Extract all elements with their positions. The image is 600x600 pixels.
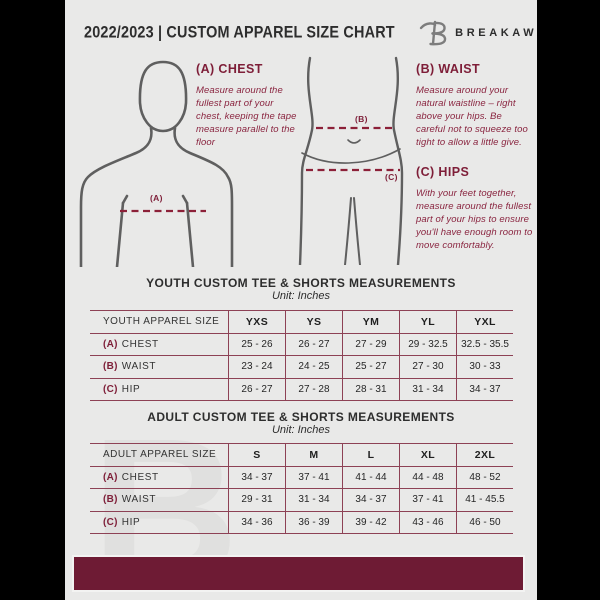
adult-size-col-header: M (285, 443, 342, 466)
brand-block: BREAKAWAY (418, 18, 537, 48)
youth-size-col-header: YL (399, 310, 456, 333)
chest-guide: (A) CHEST Measure around the fullest par… (196, 62, 302, 149)
youth-size-col-header: YXS (228, 310, 285, 333)
adult-row-label: (B) WAIST (90, 488, 228, 511)
size-cell: 36 - 39 (285, 510, 342, 533)
breakaway-logo-icon (419, 20, 447, 46)
size-cell: 34 - 36 (228, 510, 285, 533)
size-cell: 44 - 48 (399, 465, 456, 488)
row-label-prefix: (A) (103, 338, 118, 350)
size-cell: 27 - 30 (399, 355, 456, 378)
row-label-text: CHEST (121, 338, 159, 350)
chest-marker-label: (A) (150, 193, 163, 203)
row-label-prefix: (C) (103, 383, 118, 395)
youth-size-col-header: YS (285, 310, 342, 333)
lower-body-figure (298, 56, 404, 265)
size-cell: 26 - 27 (228, 377, 285, 400)
adult-row-label: (A) CHEST (90, 465, 228, 489)
footer-bar (72, 555, 525, 592)
youth-table-title: YOUTH CUSTOM TEE & SHORTS MEASUREMENTS (146, 276, 456, 290)
row-label-text: HIP (121, 383, 141, 395)
size-cell: 39 - 42 (342, 510, 399, 533)
size-cell: 48 - 52 (456, 465, 513, 488)
size-cell: 26 - 27 (285, 332, 342, 355)
size-cell: 41 - 45.5 (456, 488, 513, 511)
waist-guide-heading: (B) WAIST (416, 62, 481, 76)
letterbox-right (537, 0, 600, 600)
row-label-prefix: (B) (103, 361, 118, 373)
letterbox-left (0, 0, 65, 600)
row-label-text: CHEST (121, 471, 159, 483)
size-cell: 23 - 24 (228, 355, 285, 378)
youth-row-label: (A) CHEST (90, 332, 228, 356)
size-cell: 28 - 31 (342, 377, 399, 400)
adult-size-col-header: S (228, 443, 285, 466)
hips-guide: (C) HIPS With your feet together, measur… (416, 165, 536, 252)
adult-size-table: ADULT APPAREL SIZE S M L XL 2XL (A) CHES… (90, 443, 513, 534)
size-cell: 34 - 37 (342, 488, 399, 511)
youth-row-label: (C) HIP (90, 377, 228, 401)
waist-guide: (B) WAIST Measure around your natural wa… (416, 62, 528, 149)
size-cell: 34 - 37 (228, 465, 285, 488)
size-cell: 32.5 - 35.5 (456, 332, 513, 355)
youth-table-corner-header: YOUTH APPAREL SIZE (90, 310, 228, 333)
size-cell: 46 - 50 (456, 510, 513, 533)
youth-table-unit: Unit: Inches (271, 290, 331, 302)
size-chart-page: 2022/2023 | CUSTOM APPAREL SIZE CHART BR… (65, 0, 537, 600)
row-label-text: HIP (121, 516, 141, 528)
adult-table-title: ADULT CUSTOM TEE & SHORTS MEASUREMENTS (147, 410, 455, 424)
youth-size-col-header: YM (342, 310, 399, 333)
waist-marker-label: (B) (355, 114, 368, 124)
hips-marker-label: (C) (385, 172, 398, 182)
brand-name: BREAKAWAY (455, 27, 537, 39)
size-cell: 25 - 26 (228, 332, 285, 355)
adult-row-label: (C) HIP (90, 510, 228, 534)
row-label-text: WAIST (121, 494, 157, 506)
size-cell: 37 - 41 (285, 465, 342, 488)
row-label-text: WAIST (121, 361, 157, 373)
adult-table-corner-header: ADULT APPAREL SIZE (90, 443, 228, 466)
size-cell: 29 - 32.5 (399, 332, 456, 355)
adult-table-unit: Unit: Inches (271, 424, 331, 436)
size-cell: 43 - 46 (399, 510, 456, 533)
chest-guide-heading: (A) CHEST (196, 62, 263, 76)
size-cell: 31 - 34 (285, 488, 342, 511)
adult-size-col-header: 2XL (456, 443, 513, 466)
page-header: 2022/2023 | CUSTOM APPAREL SIZE CHART BR… (84, 17, 537, 49)
youth-size-col-header: YXL (456, 310, 513, 333)
size-cell: 41 - 44 (342, 465, 399, 488)
upper-body-figure (79, 60, 234, 267)
size-cell: 31 - 34 (399, 377, 456, 400)
page-title: 2022/2023 | CUSTOM APPAREL SIZE CHART (84, 23, 395, 42)
youth-size-table: YOUTH APPAREL SIZE YXS YS YM YL YXL (A) … (90, 310, 513, 401)
size-cell: 27 - 29 (342, 332, 399, 355)
size-cell: 30 - 33 (456, 355, 513, 378)
size-cell: 25 - 27 (342, 355, 399, 378)
hips-guide-text: With your feet together, measure around … (416, 188, 533, 251)
hips-guide-heading: (C) HIPS (416, 165, 470, 179)
row-label-prefix: (C) (103, 516, 118, 528)
waist-guide-text: Measure around your natural waistline – … (416, 85, 528, 148)
row-label-prefix: (B) (103, 494, 118, 506)
size-cell: 37 - 41 (399, 488, 456, 511)
adult-size-col-header: XL (399, 443, 456, 466)
row-label-prefix: (A) (103, 471, 118, 483)
youth-row-label: (B) WAIST (90, 355, 228, 378)
size-cell: 27 - 28 (285, 377, 342, 400)
adult-size-col-header: L (342, 443, 399, 466)
chest-guide-text: Measure around the fullest part of your … (196, 85, 297, 148)
size-cell: 29 - 31 (228, 488, 285, 511)
size-cell: 34 - 37 (456, 377, 513, 400)
size-cell: 24 - 25 (285, 355, 342, 378)
